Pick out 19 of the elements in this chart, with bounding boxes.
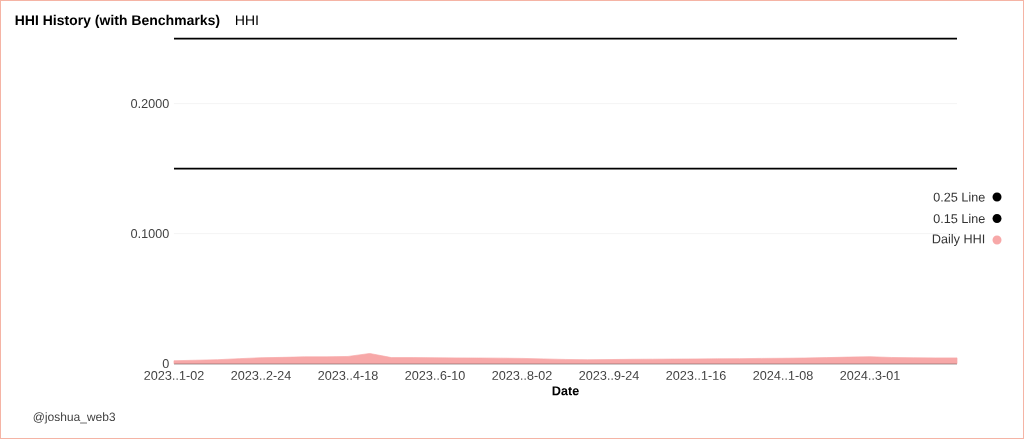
- x-tick-label: 2023..1-16: [666, 370, 726, 380]
- x-tick-label: 2023..9-24: [579, 370, 639, 380]
- legend-label: 0.25 Line: [933, 192, 985, 202]
- y-tick-label: 0.2000: [131, 99, 169, 109]
- legend-label: 0.15 Line: [933, 213, 985, 224]
- legend-label: Daily HHI: [932, 234, 985, 246]
- y-tick-label: 0: [162, 359, 169, 369]
- x-tick-label: 2023..6-10: [405, 370, 465, 380]
- chart-subtitle: HHI: [235, 15, 258, 25]
- x-tick-label: 2024..1-08: [753, 370, 813, 380]
- x-tick-label: 2023..2-24: [231, 370, 291, 380]
- x-tick-label: 2023..8-02: [492, 370, 552, 380]
- y-tick-label: 0.1000: [131, 229, 169, 239]
- text: @joshua_web3: [33, 412, 116, 424]
- chart-title: HHI History (with Benchmarks): [15, 14, 220, 28]
- x-tick-label: 2023..4-18: [318, 370, 378, 380]
- x-axis-title: Date: [552, 386, 579, 396]
- x-tick-label: 2023..1-02: [144, 370, 204, 380]
- x-tick-label: 2024..3-01: [840, 370, 900, 380]
